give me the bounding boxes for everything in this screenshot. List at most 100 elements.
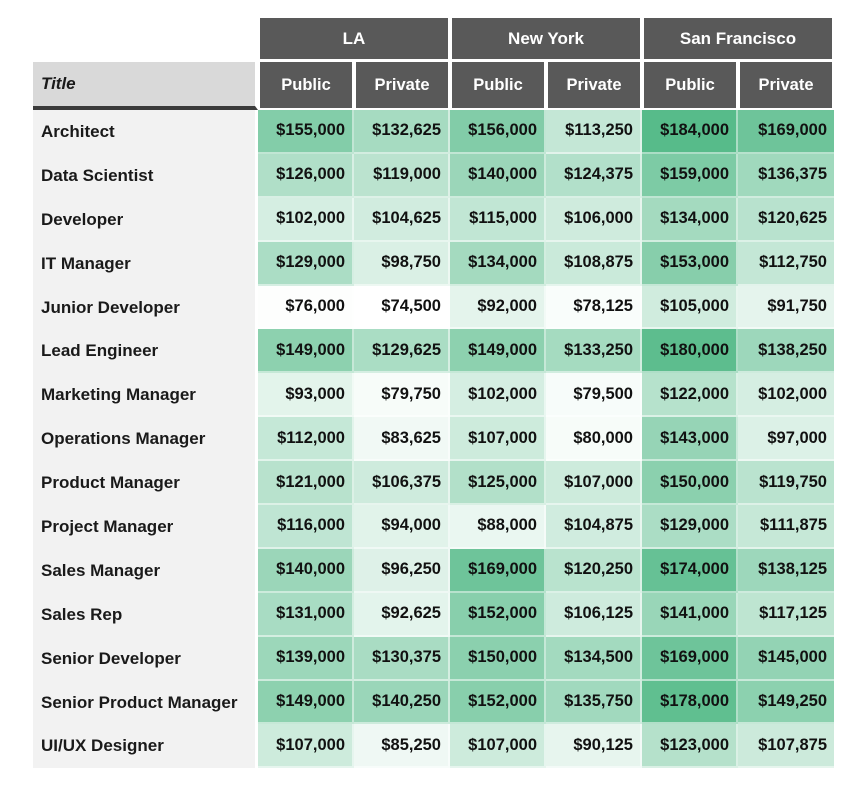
corner-spacer (33, 18, 258, 62)
salary-cell: $74,500 (354, 285, 450, 330)
salary-cell: $132,625 (354, 110, 450, 154)
salary-cell: $178,000 (642, 680, 738, 725)
salary-cell: $140,000 (450, 153, 546, 198)
salary-cell: $149,250 (738, 680, 834, 725)
salary-cell: $92,000 (450, 285, 546, 330)
salary-cell: $152,000 (450, 592, 546, 637)
row-label-sales-rep: Sales Rep (33, 592, 258, 637)
salary-cell: $106,000 (546, 197, 642, 242)
row-label-architect: Architect (33, 110, 258, 154)
salary-cell: $112,750 (738, 241, 834, 286)
salary-cell: $104,875 (546, 505, 642, 549)
row-label-senior-developer: Senior Developer (33, 636, 258, 681)
salary-cell: $138,250 (738, 329, 834, 374)
salary-cell: $83,625 (354, 417, 450, 462)
salary-cell: $91,750 (738, 285, 834, 330)
subheader-public: Public (642, 62, 738, 110)
salary-cell: $156,000 (450, 110, 546, 154)
row-label-junior-developer: Junior Developer (33, 285, 258, 330)
salary-cell: $139,000 (258, 636, 354, 681)
row-label-product-manager: Product Manager (33, 461, 258, 506)
salary-cell: $119,000 (354, 153, 450, 198)
salary-cell: $131,000 (258, 592, 354, 637)
salary-cell: $133,250 (546, 329, 642, 374)
row-label-project-manager: Project Manager (33, 505, 258, 549)
salary-cell: $134,000 (450, 241, 546, 286)
city-header-la: LA (258, 18, 450, 62)
city-header-san-francisco: San Francisco (642, 18, 834, 62)
salary-cell: $94,000 (354, 505, 450, 549)
salary-cell: $138,125 (738, 548, 834, 593)
salary-cell: $150,000 (642, 461, 738, 506)
salary-cell: $76,000 (258, 285, 354, 330)
salary-cell: $80,000 (546, 417, 642, 462)
salary-cell: $150,000 (450, 636, 546, 681)
row-label-it-manager: IT Manager (33, 241, 258, 286)
salary-cell: $105,000 (642, 285, 738, 330)
salary-cell: $149,000 (450, 329, 546, 374)
salary-cell: $149,000 (258, 680, 354, 725)
salary-cell: $143,000 (642, 417, 738, 462)
subheader-private: Private (546, 62, 642, 110)
salary-cell: $134,000 (642, 197, 738, 242)
salary-cell: $136,375 (738, 153, 834, 198)
salary-cell: $107,000 (258, 724, 354, 769)
salary-cell: $115,000 (450, 197, 546, 242)
salary-cell: $120,625 (738, 197, 834, 242)
subheader-private: Private (738, 62, 834, 110)
city-header-new-york: New York (450, 18, 642, 62)
salary-cell: $155,000 (258, 110, 354, 154)
salary-cell: $98,750 (354, 241, 450, 286)
salary-cell: $121,000 (258, 461, 354, 506)
salary-cell: $122,000 (642, 373, 738, 418)
salary-cell: $107,875 (738, 724, 834, 769)
salary-cell: $140,250 (354, 680, 450, 725)
salary-cell: $102,000 (738, 373, 834, 418)
salary-cell: $140,000 (258, 548, 354, 593)
salary-cell: $78,125 (546, 285, 642, 330)
salary-cell: $184,000 (642, 110, 738, 154)
subheader-public: Public (450, 62, 546, 110)
salary-cell: $130,375 (354, 636, 450, 681)
salary-cell: $126,000 (258, 153, 354, 198)
salary-cell: $107,000 (450, 417, 546, 462)
salary-heatmap-table: LA New York San Francisco Title Public Privat… (33, 18, 834, 769)
row-label-senior-product-manager: Senior Product Manager (33, 680, 258, 725)
salary-cell: $123,000 (642, 724, 738, 769)
salary-cell: $106,375 (354, 461, 450, 506)
salary-cell: $102,000 (450, 373, 546, 418)
salary-cell: $169,000 (738, 110, 834, 154)
salary-cell: $152,000 (450, 680, 546, 725)
salary-cell: $129,000 (642, 505, 738, 549)
salary-cell: $129,625 (354, 329, 450, 374)
salary-cell: $141,000 (642, 592, 738, 637)
salary-cell: $169,000 (450, 548, 546, 593)
salary-cell: $106,125 (546, 592, 642, 637)
salary-cell: $174,000 (642, 548, 738, 593)
salary-cell: $93,000 (258, 373, 354, 418)
row-label-sales-manager: Sales Manager (33, 548, 258, 593)
salary-cell: $180,000 (642, 329, 738, 374)
salary-cell: $112,000 (258, 417, 354, 462)
salary-cell: $102,000 (258, 197, 354, 242)
row-label-ui-ux-designer: UI/UX Designer (33, 724, 258, 769)
salary-cell: $159,000 (642, 153, 738, 198)
salary-cell: $79,500 (546, 373, 642, 418)
salary-cell: $113,250 (546, 110, 642, 154)
salary-cell: $108,875 (546, 241, 642, 286)
salary-cell: $124,375 (546, 153, 642, 198)
salary-cell: $104,625 (354, 197, 450, 242)
salary-cell: $107,000 (450, 724, 546, 769)
row-label-lead-engineer: Lead Engineer (33, 329, 258, 374)
salary-cell: $149,000 (258, 329, 354, 374)
salary-cell: $119,750 (738, 461, 834, 506)
salary-cell: $134,500 (546, 636, 642, 681)
salary-cell: $96,250 (354, 548, 450, 593)
subheader-private: Private (354, 62, 450, 110)
salary-cell: $129,000 (258, 241, 354, 286)
salary-cell: $116,000 (258, 505, 354, 549)
salary-cell: $88,000 (450, 505, 546, 549)
salary-cell: $85,250 (354, 724, 450, 769)
row-label-developer: Developer (33, 197, 258, 242)
